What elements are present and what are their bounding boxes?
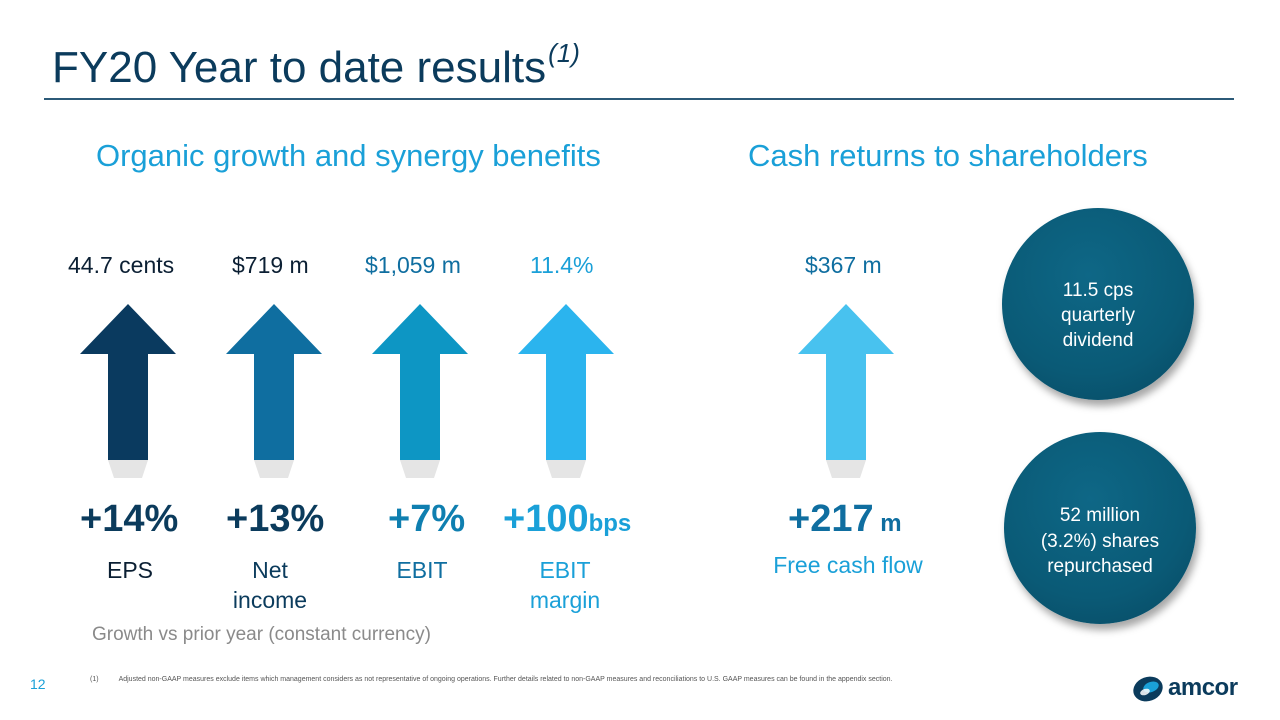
- dividend-circle: 11.5 cps quarterly dividend: [1002, 208, 1194, 400]
- growth-note: Growth vs prior year (constant currency): [92, 624, 431, 645]
- growth-eps-value: +14%: [80, 498, 179, 540]
- growth-free-cash-flow-value: +217: [788, 498, 874, 540]
- left-section-heading: Organic growth and synergy benefits: [96, 138, 601, 173]
- metric-value-free-cash-flow: $367 m: [805, 252, 882, 278]
- metric-value-ebit: $1,059 m: [365, 252, 461, 278]
- growth-ebit-margin-unit: bps: [588, 510, 632, 537]
- growth-net-income-value: +13%: [226, 498, 325, 540]
- amcor-logo-text: amcor: [1168, 674, 1238, 701]
- metric-value-net-income: $719 m: [232, 252, 309, 278]
- label-ebit-margin: EBIT margin: [515, 555, 615, 615]
- label-eps: EPS: [80, 555, 180, 585]
- slide-title-text: FY20 Year to date results: [52, 43, 547, 92]
- buyback-line2: (3.2%) shares: [1040, 531, 1160, 552]
- growth-free-cash-flow-unit: m: [873, 510, 902, 537]
- title-divider: [44, 98, 1234, 100]
- dividend-line1: 11.5 cps: [1062, 280, 1134, 301]
- label-eps-line1: EPS: [106, 557, 154, 583]
- buyback-line3: repurchased: [1047, 556, 1153, 577]
- growth-ebit-margin: +100bps: [503, 500, 631, 538]
- footnote-marker: (1): [90, 676, 99, 683]
- label-ebit: EBIT: [372, 555, 472, 585]
- buyback-circle: 52 million (3.2%) shares repurchased: [1004, 432, 1196, 624]
- label-ebit-margin-line1: EBIT: [539, 557, 591, 583]
- label-free-cash-flow-line1: Free cash flow: [773, 552, 923, 578]
- dividend-line3: dividend: [1062, 330, 1134, 351]
- up-arrow-net-income-icon: [226, 304, 322, 478]
- label-ebit-line1: EBIT: [396, 557, 448, 583]
- growth-free-cash-flow: +217 m: [788, 500, 902, 538]
- metric-value-eps: 44.7 cents: [68, 252, 175, 278]
- footnote-text: Adjusted non-GAAP measures exclude items…: [118, 676, 893, 683]
- label-free-cash-flow: Free cash flow: [750, 550, 946, 580]
- right-section-heading: Cash returns to shareholders: [748, 138, 1148, 173]
- up-arrow-ebit-icon: [372, 304, 468, 478]
- growth-ebit-value: +7%: [388, 498, 466, 540]
- up-arrow-ebit-margin-icon: [518, 304, 614, 478]
- dividend-line2: quarterly: [1061, 305, 1135, 326]
- title-footnote-marker: (1): [548, 38, 580, 68]
- label-ebit-margin-line2: margin: [529, 587, 601, 613]
- up-arrow-free-cash-flow-icon: [798, 304, 894, 478]
- slide-title: FY20 Year to date results(1): [52, 40, 580, 90]
- amcor-logo-icon: [1133, 676, 1163, 702]
- page-number: 12: [30, 676, 46, 692]
- growth-ebit: +7%: [388, 500, 465, 538]
- growth-eps: +14%: [80, 500, 178, 538]
- growth-ebit-margin-value: +100: [503, 498, 589, 540]
- metric-value-ebit-margin: 11.4%: [530, 252, 594, 278]
- footnote: (1) Adjusted non-GAAP measures exclude it…: [90, 676, 893, 683]
- label-net-income: Net income: [220, 555, 320, 615]
- up-arrow-eps-icon: [80, 304, 176, 478]
- growth-net-income: +13%: [226, 500, 324, 538]
- label-net-income-line2: income: [232, 587, 308, 613]
- label-net-income-line1: Net: [252, 557, 288, 583]
- buyback-line1: 52 million: [1059, 505, 1141, 526]
